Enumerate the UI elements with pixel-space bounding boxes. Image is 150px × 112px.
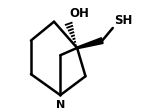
Text: SH: SH — [114, 14, 132, 27]
Text: OH: OH — [70, 7, 90, 20]
Polygon shape — [77, 38, 103, 49]
Text: N: N — [56, 100, 65, 110]
